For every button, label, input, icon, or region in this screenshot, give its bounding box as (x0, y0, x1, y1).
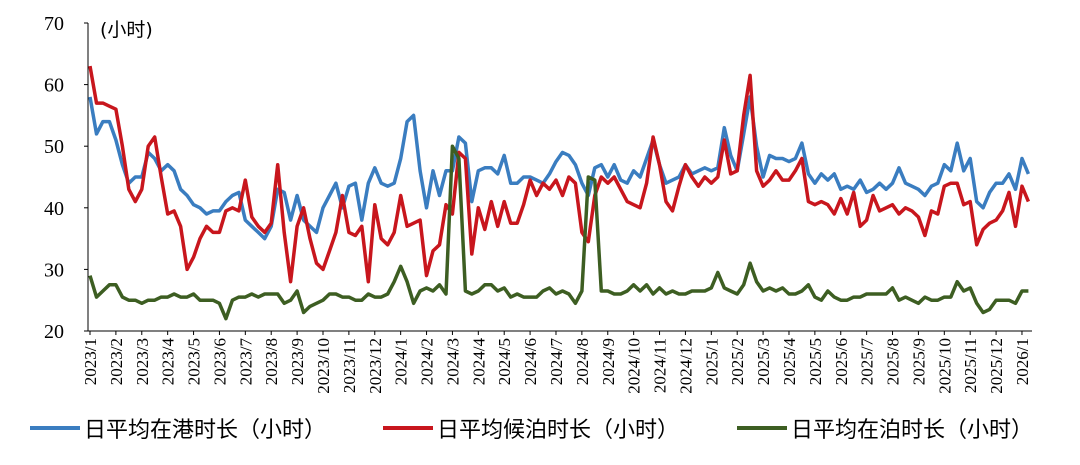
x-tick-label: 2024/6 (521, 338, 540, 385)
series-line (88, 65, 1031, 284)
x-tick-label: 2025/12 (987, 338, 1006, 394)
x-tick-label: 2024/9 (599, 338, 618, 385)
x-tick-label: 2023/8 (262, 338, 281, 385)
x-tick-label: 2025/4 (780, 338, 799, 386)
x-tick-label: 2023/2 (107, 338, 126, 385)
x-tick-label: 2023/9 (288, 338, 307, 385)
x-tick-label: 2024/10 (625, 338, 644, 394)
x-tick-label: 2025/7 (858, 338, 877, 386)
x-tick-label: 2023/10 (314, 338, 333, 394)
x-tick-label: 2023/11 (340, 338, 359, 393)
x-tick-label: 2024/7 (547, 338, 566, 386)
y-tick-label: 70 (44, 13, 64, 35)
x-tick-label: 2023/1 (81, 338, 100, 385)
y-tick-label: 50 (44, 136, 64, 158)
legend-label: 日平均在港时长（小时） (84, 418, 326, 443)
y-unit-label: (小时) (100, 19, 153, 41)
x-tick-label: 2024/12 (676, 338, 695, 394)
x-tick-label: 2024/3 (443, 338, 462, 385)
y-tick-label: 30 (44, 259, 64, 281)
x-tick-label: 2025/1 (702, 338, 721, 385)
x-tick-label: 2024/1 (392, 338, 411, 385)
x-tick-label: 2024/5 (495, 338, 514, 385)
x-tick-label: 2025/11 (961, 338, 980, 393)
x-tick-label: 2025/6 (832, 338, 851, 385)
x-tick-label: 2026/1 (1013, 338, 1032, 385)
x-tick-label: 2023/6 (210, 338, 229, 385)
x-tick-label: 2025/9 (909, 338, 928, 385)
legend-label: 日平均在泊时长（小时） (791, 418, 1033, 443)
x-tick-label: 2024/11 (651, 338, 670, 393)
x-tick-label: 2023/4 (159, 338, 178, 386)
x-tick-label: 2025/8 (884, 338, 903, 385)
series-line (88, 144, 1029, 321)
x-tick-label: 2025/3 (754, 338, 773, 385)
x-tick-label: 2023/3 (133, 338, 152, 385)
x-tick-label: 2023/7 (236, 338, 255, 386)
x-tick-label: 2025/2 (728, 338, 747, 385)
legend-label: 日平均候泊时长（小时） (437, 418, 679, 443)
x-tick-label: 2025/10 (935, 338, 954, 394)
series-line (88, 95, 1031, 241)
x-tick-label: 2024/2 (418, 338, 437, 385)
x-tick-label: 2023/12 (366, 338, 385, 394)
x-tick-label: 2023/5 (185, 338, 204, 385)
x-tick-label: 2025/5 (806, 338, 825, 385)
x-tick-label: 2024/4 (469, 338, 488, 386)
y-tick-label: 20 (44, 321, 64, 343)
y-tick-label: 40 (44, 198, 64, 220)
x-tick-label: 2024/8 (573, 338, 592, 385)
y-tick-label: 60 (44, 75, 64, 97)
